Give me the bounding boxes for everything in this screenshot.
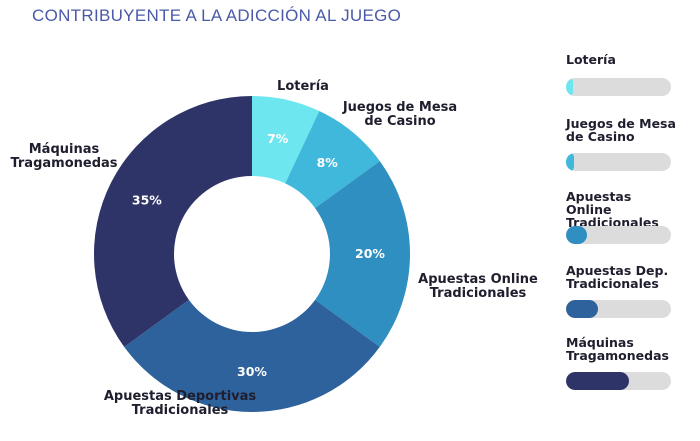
donut-slice-3 (124, 299, 380, 412)
legend-label: Máquinas Tragamonedas (566, 335, 669, 363)
legend-label: Lotería (566, 52, 616, 67)
slice-category-label-3: Apuestas Deportivas Tradicionales (104, 389, 257, 418)
legend-item-1: Juegos de Mesa de Casino (566, 116, 676, 171)
legend-item-2: Apuestas Online Tradicionales (566, 189, 676, 244)
legend-item-3: Apuestas Dep. Tradicionales (566, 263, 676, 318)
legend-bar-fill (566, 226, 587, 244)
legend-label: Apuestas Online Tradicionales (566, 189, 659, 230)
legend-bar-fill (566, 78, 574, 96)
slice-value-label-1: 8% (317, 155, 339, 170)
legend-bar-fill (566, 300, 598, 318)
donut-slice-1 (285, 111, 380, 209)
slice-value-label-3: 30% (237, 364, 267, 379)
legend-label: Apuestas Dep. Tradicionales (566, 263, 669, 291)
legend-bar-fill (566, 372, 629, 390)
slice-value-label-4: 35% (132, 192, 162, 207)
legend-bar-track (566, 153, 671, 171)
slice-category-label-2: Apuestas Online Tradicionales (418, 272, 538, 301)
slice-category-label-0: Lotería (277, 79, 329, 94)
legend-bar-track (566, 300, 671, 318)
slice-value-label-2: 20% (355, 246, 385, 261)
donut-slice-4 (93, 96, 252, 347)
slice-category-label-1: Juegos de Mesa de Casino (342, 100, 457, 129)
slice-category-label-4: Máquinas Tragamonedas (10, 142, 117, 171)
legend-bar-fill (566, 153, 575, 171)
legend-bar-track (566, 372, 671, 390)
legend-item-0: Lotería (566, 52, 676, 96)
donut-slice-2 (315, 161, 411, 347)
legend-label: Juegos de Mesa de Casino (566, 116, 676, 144)
donut-slice-0 (252, 96, 320, 184)
slice-value-label-0: 7% (267, 131, 289, 146)
chart-title: CONTRIBUYENTE A LA ADICCIÓN AL JUEGO (32, 6, 402, 25)
legend-bar-track (566, 226, 671, 244)
legend-bar-track (566, 78, 671, 96)
legend-item-4: Máquinas Tragamonedas (566, 335, 676, 390)
